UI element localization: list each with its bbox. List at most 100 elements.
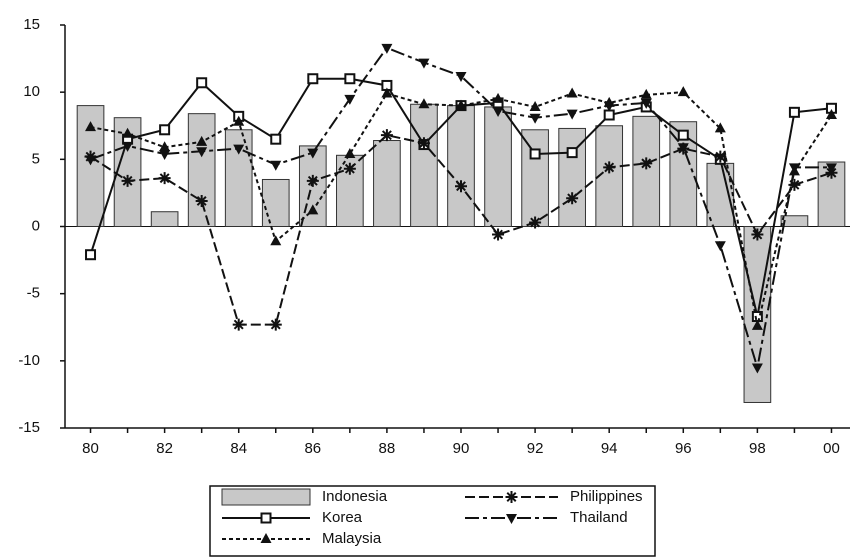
marker	[751, 228, 764, 241]
marker	[566, 147, 578, 159]
y-tick-label: 10	[23, 83, 40, 100]
marker	[122, 141, 134, 152]
x-tick-label: 90	[453, 440, 470, 457]
marker	[529, 148, 541, 160]
bar	[780, 215, 809, 227]
x-tick-label: 80	[82, 440, 99, 457]
marker	[233, 144, 245, 155]
marker	[788, 178, 801, 191]
marker	[714, 241, 726, 252]
legend-swatch	[221, 488, 311, 506]
marker	[825, 109, 837, 120]
marker	[270, 235, 282, 246]
marker	[196, 135, 208, 146]
y-tick-label: -15	[18, 419, 40, 436]
legend-marker	[260, 512, 272, 524]
legend-label: Philippines	[570, 488, 643, 505]
marker	[159, 149, 171, 160]
marker	[677, 86, 689, 97]
marker	[492, 106, 504, 117]
marker	[640, 157, 653, 170]
legend-marker	[260, 533, 272, 543]
marker	[677, 129, 689, 141]
marker	[307, 148, 319, 159]
marker	[85, 121, 97, 132]
marker	[121, 174, 134, 187]
marker	[825, 163, 837, 174]
marker	[381, 43, 393, 54]
marker	[344, 73, 356, 85]
y-tick-label: 15	[23, 16, 40, 33]
marker	[455, 99, 467, 110]
marker	[788, 163, 800, 174]
legend-label: Malaysia	[322, 530, 382, 547]
y-tick-label: -10	[18, 352, 40, 369]
legend-label: Korea	[322, 509, 363, 526]
marker	[307, 204, 319, 215]
marker	[306, 174, 319, 187]
marker	[344, 94, 356, 105]
marker	[196, 147, 208, 158]
marker	[751, 363, 763, 374]
marker	[603, 101, 615, 112]
line	[90, 46, 832, 368]
bar	[447, 105, 475, 227]
marker	[566, 192, 579, 205]
marker	[381, 87, 393, 98]
marker	[529, 216, 542, 229]
marker	[418, 58, 430, 69]
y-tick-label: -5	[27, 285, 40, 302]
x-tick-label: 96	[675, 440, 692, 457]
marker	[529, 100, 541, 111]
x-tick-label: 84	[230, 440, 247, 457]
marker	[492, 228, 505, 241]
marker	[788, 106, 800, 118]
x-tick-label: 94	[601, 440, 618, 457]
marker	[196, 77, 208, 89]
y-tick-label: 5	[32, 150, 40, 167]
bar	[150, 211, 179, 227]
legend-marker	[505, 491, 518, 503]
marker	[122, 127, 134, 138]
x-tick-label: 00	[823, 440, 840, 457]
marker	[343, 162, 356, 175]
marker	[418, 98, 430, 109]
legend-label: Indonesia	[322, 488, 388, 505]
x-tick-label: 88	[379, 440, 396, 457]
marker	[492, 92, 504, 103]
marker	[566, 87, 578, 98]
x-tick-label: 92	[527, 440, 544, 457]
bar	[224, 129, 253, 227]
marker	[85, 155, 97, 166]
marker	[714, 122, 726, 133]
legend-marker	[506, 514, 517, 524]
marker	[233, 115, 245, 126]
marker	[195, 194, 208, 207]
legend: Indonesia Korea Malaysia Philippines Thailan…	[209, 485, 656, 557]
marker	[159, 124, 171, 136]
bar	[521, 129, 549, 227]
bar	[373, 140, 401, 228]
bar	[187, 113, 216, 227]
bar	[410, 103, 438, 227]
x-tick-label: 98	[749, 440, 766, 457]
marker	[455, 180, 467, 193]
marker	[269, 318, 282, 331]
marker	[158, 172, 171, 185]
marker	[380, 129, 393, 142]
marker	[232, 318, 245, 331]
marker	[159, 141, 171, 152]
bar	[261, 178, 290, 228]
marker	[270, 133, 282, 145]
marker	[307, 73, 319, 85]
marker	[640, 98, 652, 109]
x-tick-label: 86	[304, 440, 321, 457]
marker	[85, 249, 97, 261]
marker	[603, 109, 615, 121]
bar	[632, 115, 661, 227]
marker	[270, 160, 282, 171]
line	[90, 91, 833, 327]
marker	[417, 137, 430, 150]
